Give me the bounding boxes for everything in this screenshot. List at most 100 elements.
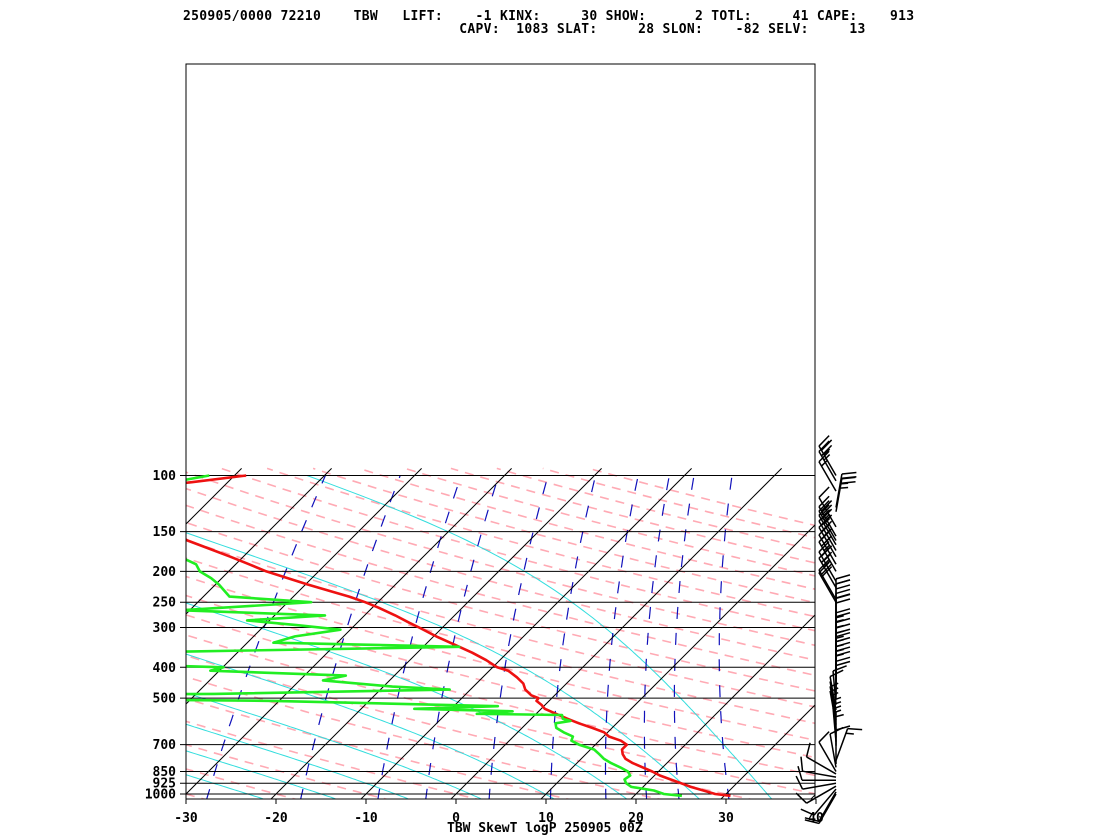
moist-adiabat bbox=[186, 602, 628, 799]
wind-barb-staff bbox=[818, 551, 837, 582]
pressure-tick-label: 250 bbox=[153, 596, 177, 611]
pressure-tick-label: 700 bbox=[153, 738, 177, 753]
dewpoint-profile bbox=[186, 474, 683, 798]
wind-barb-flag bbox=[835, 725, 851, 731]
temperature-profile bbox=[186, 474, 731, 798]
wind-barb-flag bbox=[820, 500, 833, 512]
wind-barb-flag bbox=[800, 808, 815, 816]
wind-barb-half-flag bbox=[823, 448, 831, 456]
wind-barb-staff bbox=[818, 451, 837, 482]
pressure-tick-label: 1000 bbox=[145, 788, 176, 803]
isotherm bbox=[0, 468, 62, 800]
wind-barb-flag bbox=[800, 756, 804, 772]
stability-indices-line-1: 250905/0000 72210 TBW LIFT: -1 KINX: 30 … bbox=[183, 9, 915, 24]
isotherm bbox=[360, 468, 692, 799]
wind-barb bbox=[795, 785, 837, 804]
wind-barb-flag bbox=[820, 439, 833, 451]
pressure-tick-label: 200 bbox=[153, 565, 177, 580]
dry-adiabat bbox=[186, 793, 207, 799]
wind-barb-flag bbox=[840, 476, 856, 480]
temperature-tick-label: 20 bbox=[628, 811, 644, 826]
isotherm bbox=[630, 614, 815, 799]
wind-barb-half-flag bbox=[835, 648, 844, 653]
sounding-header: 250905/0000 72210 TBW LIFT: -1 KINX: 30 … bbox=[0, 0, 1120, 44]
mixing-ratio-line bbox=[673, 475, 695, 799]
wind-barb bbox=[818, 486, 837, 528]
isotherm bbox=[186, 468, 422, 705]
wind-barb-flag bbox=[818, 731, 830, 743]
wind-barb-staff bbox=[818, 510, 837, 541]
isotherm bbox=[899, 468, 1120, 800]
wind-barb-half-flag bbox=[835, 713, 844, 718]
wind-barb-half-flag bbox=[835, 643, 844, 648]
isotherm bbox=[0, 468, 152, 800]
wind-barb-half-flag bbox=[835, 653, 844, 657]
wind-barb-staff bbox=[802, 770, 837, 778]
dry-adiabat bbox=[588, 467, 815, 527]
wind-barb-flag bbox=[841, 471, 857, 475]
wind-barb-flag bbox=[847, 727, 863, 731]
wind-barb-flag bbox=[835, 584, 851, 590]
mixing-ratio-line bbox=[643, 475, 670, 799]
wind-barb-half-flag bbox=[840, 482, 849, 485]
wind-barb-half-flag bbox=[835, 638, 844, 643]
wind-barb-half-flag bbox=[835, 619, 844, 623]
pressure-tick-label: 150 bbox=[153, 525, 177, 540]
wind-barb bbox=[835, 725, 851, 764]
wind-barb-flag bbox=[835, 660, 851, 667]
wind-barb-staff bbox=[829, 733, 837, 768]
wind-barb bbox=[804, 791, 837, 823]
wind-barb bbox=[805, 742, 837, 775]
wind-barb-half-flag bbox=[823, 509, 831, 516]
wind-barb bbox=[835, 574, 851, 613]
dry-adiabat bbox=[186, 594, 815, 759]
wind-barbs bbox=[795, 435, 863, 825]
isotherm bbox=[450, 468, 782, 799]
isotherm bbox=[540, 524, 815, 799]
pressure-tick-label: 925 bbox=[153, 777, 176, 792]
temperature-tick-label: 10 bbox=[538, 811, 554, 826]
wind-barb bbox=[795, 775, 837, 790]
wind-barb-staff bbox=[829, 690, 837, 725]
dry-adiabat bbox=[358, 467, 815, 590]
wind-barb bbox=[804, 793, 837, 825]
wind-barb-staff bbox=[818, 557, 837, 589]
wind-barb-staff bbox=[818, 514, 837, 546]
mixing-ratio-line bbox=[718, 475, 733, 799]
wind-barb-staff bbox=[806, 785, 837, 804]
dry-adiabat bbox=[186, 697, 572, 799]
wind-barb-staff bbox=[818, 445, 837, 476]
dry-adiabat bbox=[186, 743, 389, 799]
wind-barb-flag bbox=[835, 588, 851, 595]
wind-barb-flag bbox=[835, 656, 851, 663]
wind-barb-flag bbox=[835, 631, 851, 638]
wind-barb-flag bbox=[804, 817, 820, 823]
wind-barb-staff bbox=[835, 473, 843, 508]
wind-barb bbox=[818, 450, 837, 492]
moist-adiabat bbox=[186, 723, 411, 799]
wind-barb-staff bbox=[818, 461, 837, 492]
wind-barb-staff bbox=[829, 686, 837, 720]
wind-barb-staff bbox=[818, 793, 837, 824]
wind-barb bbox=[818, 731, 837, 772]
mixing-ratio-line bbox=[206, 475, 326, 799]
mixing-ratio-line bbox=[488, 475, 549, 799]
wind-barb-staff bbox=[818, 572, 837, 603]
chart-caption: TBW SkewT logP 250905 00Z bbox=[447, 821, 643, 836]
dry-adiabat bbox=[186, 539, 815, 708]
wind-barb-half-flag bbox=[845, 732, 854, 735]
wind-barb-half-flag bbox=[840, 486, 849, 489]
wind-barb-staff bbox=[829, 676, 837, 711]
dry-adiabat bbox=[186, 675, 663, 799]
chart-background-lines bbox=[0, 467, 1120, 800]
isotherm bbox=[810, 794, 815, 799]
dry-adiabat bbox=[186, 487, 815, 661]
wind-barb-flag bbox=[818, 450, 830, 463]
temperature-tick-label: -20 bbox=[264, 811, 288, 826]
dry-adiabat bbox=[220, 467, 815, 632]
wind-barb bbox=[797, 765, 836, 781]
wind-barb bbox=[800, 788, 837, 816]
isotherm bbox=[989, 468, 1120, 800]
